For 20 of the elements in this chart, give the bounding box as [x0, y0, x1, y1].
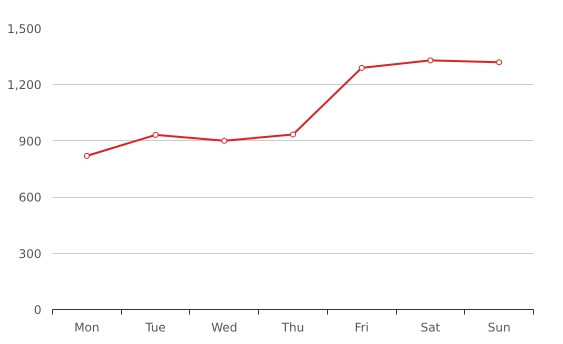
x-tick-label: Sun — [488, 320, 511, 334]
x-tick-label: Wed — [211, 320, 238, 334]
y-tick-label: 900 — [18, 134, 42, 148]
point — [358, 64, 365, 71]
point — [152, 132, 159, 138]
y-tick-label: 300 — [18, 246, 42, 261]
x-tick-label: Sat — [420, 320, 441, 334]
x-tick-label: Mon — [74, 320, 100, 334]
y-tick-label: 0 — [34, 303, 42, 317]
y-tick-label: 1,200 — [7, 78, 42, 92]
point — [221, 138, 228, 144]
point — [84, 152, 90, 159]
x-tick-label: Tue — [144, 320, 166, 334]
x-tick-label: Fri — [354, 320, 369, 334]
x-tick-label: Thu — [280, 320, 304, 334]
y-tick-label: 600 — [18, 190, 42, 205]
point — [496, 59, 502, 66]
point — [290, 132, 296, 138]
y-tick-label: 1,500 — [7, 22, 42, 36]
point — [427, 57, 434, 64]
